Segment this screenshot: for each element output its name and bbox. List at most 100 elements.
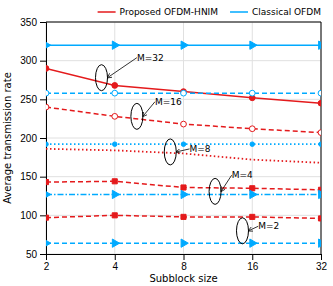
point (181, 90, 187, 96)
legend-swatch (230, 11, 248, 13)
tick: 2 (44, 254, 50, 272)
point (46, 180, 49, 185)
point (46, 104, 49, 110)
annotation: M=2 (258, 221, 279, 231)
point (250, 186, 255, 191)
point (318, 100, 321, 106)
point (181, 41, 188, 49)
tick-mark (40, 215, 46, 216)
point (250, 190, 257, 198)
tick-mark (115, 254, 116, 260)
line (46, 107, 321, 133)
chart: 248163250100150200250300350M=32M=16M=8M=… (0, 0, 333, 286)
annotation: M=32 (137, 53, 164, 63)
point (112, 190, 119, 198)
point (46, 41, 51, 49)
annotation-ellipse (236, 218, 248, 244)
annotation-arrow (143, 102, 155, 117)
x-axis: 2 4 8 16 32 (44, 254, 328, 272)
point (46, 90, 49, 96)
legend-item: Proposed OFDM-HNIM (98, 7, 218, 17)
point (181, 142, 186, 147)
tick: 350 (20, 17, 46, 28)
point (181, 185, 186, 190)
annotations: M=32M=16M=8M=4M=2 (96, 53, 280, 244)
point (46, 142, 48, 147)
annotation: M=4 (232, 170, 253, 180)
grid (46, 22, 321, 254)
point (112, 213, 117, 218)
point (46, 239, 51, 247)
tick-label: 100 (20, 210, 37, 221)
legend-label: Classical OFDM (252, 7, 321, 17)
tick: 8 (181, 254, 187, 272)
point (318, 130, 321, 136)
tick-mark (184, 254, 185, 260)
point (250, 41, 257, 49)
point (112, 239, 119, 247)
series (46, 41, 321, 49)
point (112, 142, 117, 147)
point (112, 90, 118, 96)
tick: 250 (20, 94, 46, 105)
tick-mark (321, 254, 322, 260)
tick-label: 32 (316, 261, 328, 272)
y-axis-title: Average transmission rate (2, 72, 13, 204)
grid-line-y (46, 22, 321, 23)
annotation-arrow (221, 175, 232, 191)
tick-label: 8 (181, 261, 187, 272)
series (46, 239, 321, 247)
x-axis-title: Subblock size (149, 273, 217, 284)
point (46, 190, 51, 198)
tick-mark (40, 138, 46, 139)
point (112, 83, 118, 89)
point (318, 216, 321, 221)
tick: 200 (20, 133, 46, 144)
y-axis: 50 100 150 200 250 300 350 (20, 17, 46, 260)
point (319, 190, 321, 198)
annotation-arrow (108, 58, 137, 78)
tick: 300 (20, 55, 46, 66)
tick-label: 300 (20, 55, 37, 66)
tick-label: 50 (26, 249, 38, 260)
tick-mark (40, 61, 46, 62)
tick-mark (252, 254, 253, 260)
series (46, 179, 321, 193)
series-area (46, 41, 321, 247)
point (319, 41, 321, 49)
series (46, 213, 321, 221)
axis-line (40, 23, 47, 255)
point (318, 90, 321, 96)
line (46, 149, 321, 163)
tick-mark (40, 99, 46, 100)
annotation: M=16 (155, 97, 182, 107)
tick-label: 4 (112, 261, 118, 272)
tick-mark (40, 22, 46, 23)
tick: 4 (112, 254, 118, 272)
series (46, 142, 321, 147)
line (46, 68, 321, 103)
series (46, 66, 321, 107)
point (181, 190, 188, 198)
legend: Proposed OFDM-HNIM Classical OFDM (98, 7, 321, 17)
point (46, 66, 49, 72)
point (250, 214, 255, 219)
grid-line-x (114, 22, 115, 254)
point (250, 142, 255, 147)
point (181, 239, 188, 247)
plot: 248163250100150200250300350M=32M=16M=8M=… (20, 17, 327, 272)
frame (46, 22, 321, 23)
tick-label: 16 (247, 261, 259, 272)
series (46, 90, 321, 96)
annotation-ellipse (131, 103, 143, 129)
point (181, 121, 187, 127)
tick: 50 (26, 249, 46, 260)
series (46, 104, 321, 135)
axis-line (47, 255, 322, 261)
point (250, 239, 257, 247)
point (112, 41, 119, 49)
tick-label: 2 (44, 261, 50, 272)
point (319, 142, 321, 147)
line (46, 181, 321, 190)
tick: 150 (20, 171, 46, 182)
